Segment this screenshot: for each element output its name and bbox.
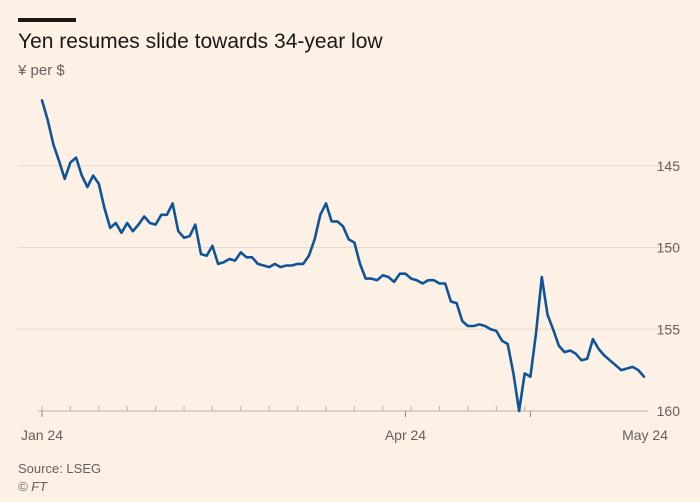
- source-note: Source: LSEG: [18, 461, 102, 476]
- x-tick-labels: Jan 24 Apr 24 May 24: [21, 411, 668, 443]
- chart-subtitle: ¥ per $: [18, 62, 65, 79]
- x-axis: [38, 406, 648, 412]
- top-rule: [18, 18, 76, 22]
- y-tick-label-145: 145: [657, 158, 681, 174]
- y-tick-labels: 145 150 155 160: [657, 158, 681, 419]
- y-tick-label-150: 150: [657, 240, 681, 256]
- x-tick-label-2: May 24: [622, 427, 668, 443]
- x-tick-label-0: Jan 24: [21, 427, 63, 443]
- x-tick-label-1: Apr 24: [385, 427, 426, 443]
- series-line: [40, 99, 646, 413]
- y-tick-label-155: 155: [657, 321, 681, 337]
- chart-title: Yen resumes slide towards 34-year low: [18, 30, 383, 53]
- y-gridlines: [18, 165, 680, 330]
- y-tick-label-160: 160: [657, 403, 681, 419]
- ft-credit: © FT: [18, 479, 48, 494]
